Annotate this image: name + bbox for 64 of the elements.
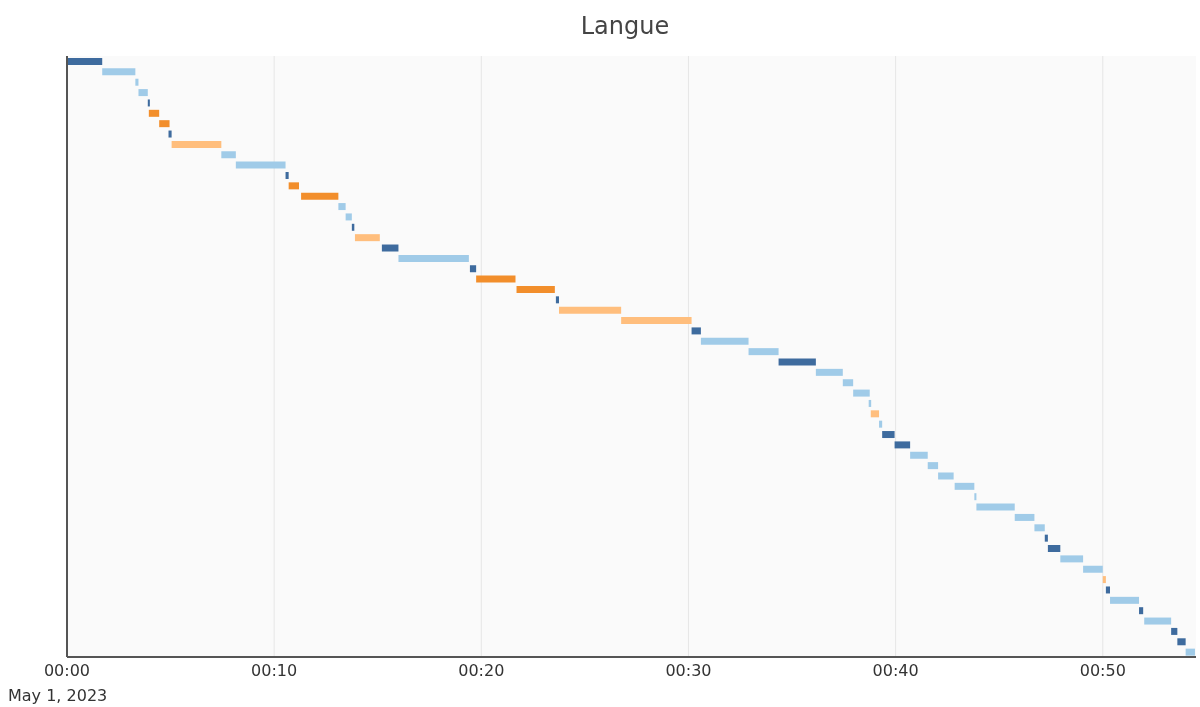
bar (1083, 565, 1103, 573)
bar (882, 431, 895, 439)
bar (138, 89, 148, 97)
bar (469, 265, 477, 273)
bar (1060, 555, 1084, 563)
bar (1185, 648, 1195, 656)
bar (67, 58, 103, 65)
bar (870, 410, 880, 418)
bar (516, 285, 555, 293)
bar (285, 171, 289, 179)
bar (1144, 617, 1172, 625)
bar (927, 462, 939, 470)
bar (691, 327, 701, 335)
bar (1034, 524, 1045, 532)
bar (894, 441, 911, 449)
bar (853, 389, 870, 397)
bar (621, 317, 692, 325)
text: May 1, 2023 (8, 686, 108, 705)
bar (398, 254, 469, 262)
bar (102, 68, 136, 76)
bar (476, 275, 516, 283)
bar (288, 182, 300, 190)
chart-title: Langue (579, 12, 671, 40)
bar (221, 151, 236, 159)
bar (700, 337, 749, 345)
bar (954, 482, 975, 490)
bar (555, 296, 559, 304)
bar (135, 78, 139, 86)
bar (976, 503, 1015, 511)
bar (1014, 513, 1035, 521)
bar (1105, 586, 1111, 594)
bar (938, 472, 954, 480)
bar (168, 130, 172, 138)
bar (1139, 607, 1144, 615)
x-tick-label: 00:10 (251, 661, 298, 681)
bar (778, 358, 816, 366)
bar (1047, 545, 1061, 553)
x-tick-label: 00:30 (665, 661, 712, 681)
bar (910, 451, 928, 459)
x-tick-label: 00:50 (1079, 661, 1126, 681)
bar (235, 161, 286, 169)
bar (1102, 576, 1106, 584)
bar (879, 420, 883, 428)
bar (1177, 638, 1186, 646)
x-tick-label: 00:20 (458, 661, 505, 681)
bar (148, 109, 160, 117)
bar (354, 234, 380, 242)
bar (842, 379, 854, 387)
x-tick-label: 00:00 (43, 661, 91, 681)
bar (171, 140, 222, 148)
bar (1044, 534, 1048, 542)
bar (974, 493, 977, 501)
bar (147, 99, 150, 107)
bar (815, 368, 843, 376)
bar (559, 306, 622, 314)
bar (1110, 596, 1140, 604)
bar (301, 192, 339, 200)
bar (1171, 627, 1178, 635)
bar (381, 244, 399, 252)
bar (338, 203, 346, 211)
x-tick-label: 00:40 (872, 661, 919, 681)
bar (345, 213, 352, 221)
bar (159, 120, 170, 128)
bar (748, 348, 779, 356)
